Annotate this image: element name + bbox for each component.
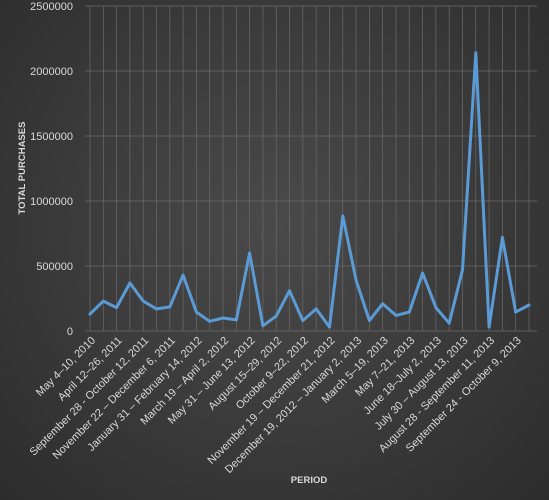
y-tick-label: 1500000 [30, 131, 73, 143]
y-tick-label: 2000000 [30, 66, 73, 78]
y-tick-label: 0 [67, 326, 73, 338]
y-axis-tick-labels: 0 500000 1000000 1500000 2000000 2500000 [30, 1, 73, 338]
y-tick-label: 2500000 [30, 1, 73, 13]
series-line [88, 51, 531, 329]
y-tick-label: 500000 [36, 261, 73, 273]
y-axis-title: TOTAL PURCHASES [17, 122, 28, 215]
x-tick-label: September 28 - October 12, 2011 [28, 335, 152, 459]
x-axis-title: PERIOD [291, 475, 328, 486]
y-tick-label: 1000000 [30, 196, 73, 208]
